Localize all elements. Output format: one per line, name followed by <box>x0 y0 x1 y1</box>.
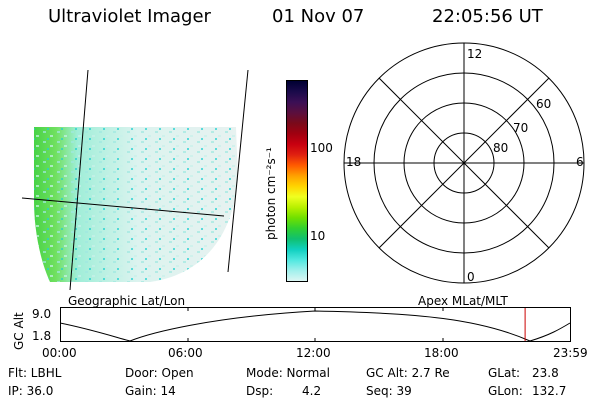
date-label: 01 Nov 07 <box>272 6 365 27</box>
mode-value: Mode: Normal <box>246 366 330 380</box>
altitude-ylabel: GC Alt <box>12 312 26 350</box>
longitude-line <box>227 69 249 273</box>
glon-value: 132.7 <box>532 384 567 398</box>
lat-label-70: 70 <box>513 121 528 135</box>
altitude-ytick-max: 9.0 <box>32 307 52 321</box>
glat-value: 23.8 <box>532 366 559 380</box>
time-tick-2: 12:00 <box>296 346 331 360</box>
time-tick-4: 23:59 <box>553 346 588 360</box>
colorbar-tick-10: 10 <box>310 229 326 243</box>
glon-label: GLon: <box>488 384 523 398</box>
latitude-line <box>21 197 225 217</box>
polar-panel-label: Apex MLat/MLT <box>418 294 508 308</box>
gc-altitude-value: GC Alt: 2.7 Re <box>366 366 450 380</box>
filter-value: Flt: LBHL <box>8 366 62 380</box>
altitude-curve <box>60 310 571 342</box>
geographic-image-panel <box>21 69 249 291</box>
time-tick-0: 00:00 <box>42 346 77 360</box>
dsp-value: 4.2 <box>302 384 322 398</box>
sequence-value: Seq: 39 <box>366 384 412 398</box>
time-tick-3: 18:00 <box>424 346 459 360</box>
lat-label-80: 80 <box>493 141 508 155</box>
mlt-label-6: 6 <box>576 155 584 169</box>
gain-value: Gain: 14 <box>125 384 176 398</box>
instrument-title: Ultraviolet Imager <box>48 6 211 27</box>
altitude-plot <box>60 307 571 342</box>
geographic-panel-label: Geographic Lat/Lon <box>68 294 186 308</box>
ip-value: IP: 36.0 <box>8 384 54 398</box>
time-tick-1: 06:00 <box>168 346 203 360</box>
dsp-label: Dsp: <box>246 384 274 398</box>
altitude-ytick-min: 1.8 <box>32 329 52 343</box>
polar-plot: 12 18 6 0 60 70 80 <box>343 42 585 284</box>
glat-label: GLat: <box>488 366 521 380</box>
altitude-plot-frame <box>60 307 571 342</box>
door-status: Door: Open <box>125 366 194 380</box>
longitude-line <box>69 69 89 291</box>
time-label: 22:05:56 UT <box>432 6 543 27</box>
diagonal-line <box>378 77 550 249</box>
mlt-label-0: 0 <box>467 270 475 284</box>
lat-label-60: 60 <box>536 97 551 111</box>
uv-image <box>34 127 238 282</box>
mlt-label-12: 12 <box>467 47 482 61</box>
mlt-label-18: 18 <box>346 155 361 169</box>
colorbar-tick-100: 100 <box>310 141 333 155</box>
colorbar-unit-label: photon cm⁻²s⁻¹ <box>264 147 278 240</box>
colorbar <box>286 80 308 282</box>
